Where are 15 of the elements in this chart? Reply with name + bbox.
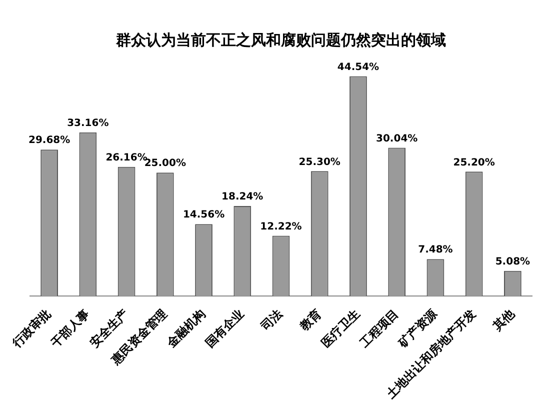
data-label: 18.24% (222, 192, 264, 203)
data-label: 44.54% (337, 62, 380, 73)
data-label: 33.16% (67, 118, 109, 129)
chart-title: 群众认为当前不正之风和腐败问题仍然突出的领域 (115, 30, 446, 49)
data-label: 30.04% (376, 133, 418, 144)
data-label: 29.68% (28, 135, 70, 146)
x-tick-label: 司法 (258, 306, 286, 334)
data-label: 5.08% (495, 256, 530, 268)
x-tick-label: 教育 (296, 306, 324, 334)
data-label: 12.22% (260, 221, 302, 232)
data-label: 14.56% (182, 210, 225, 221)
data-label: 25.30% (298, 156, 340, 168)
data-label: 7.48% (418, 244, 453, 256)
data-label: 25.20% (453, 157, 495, 168)
x-tick-label: 其他 (489, 306, 518, 334)
